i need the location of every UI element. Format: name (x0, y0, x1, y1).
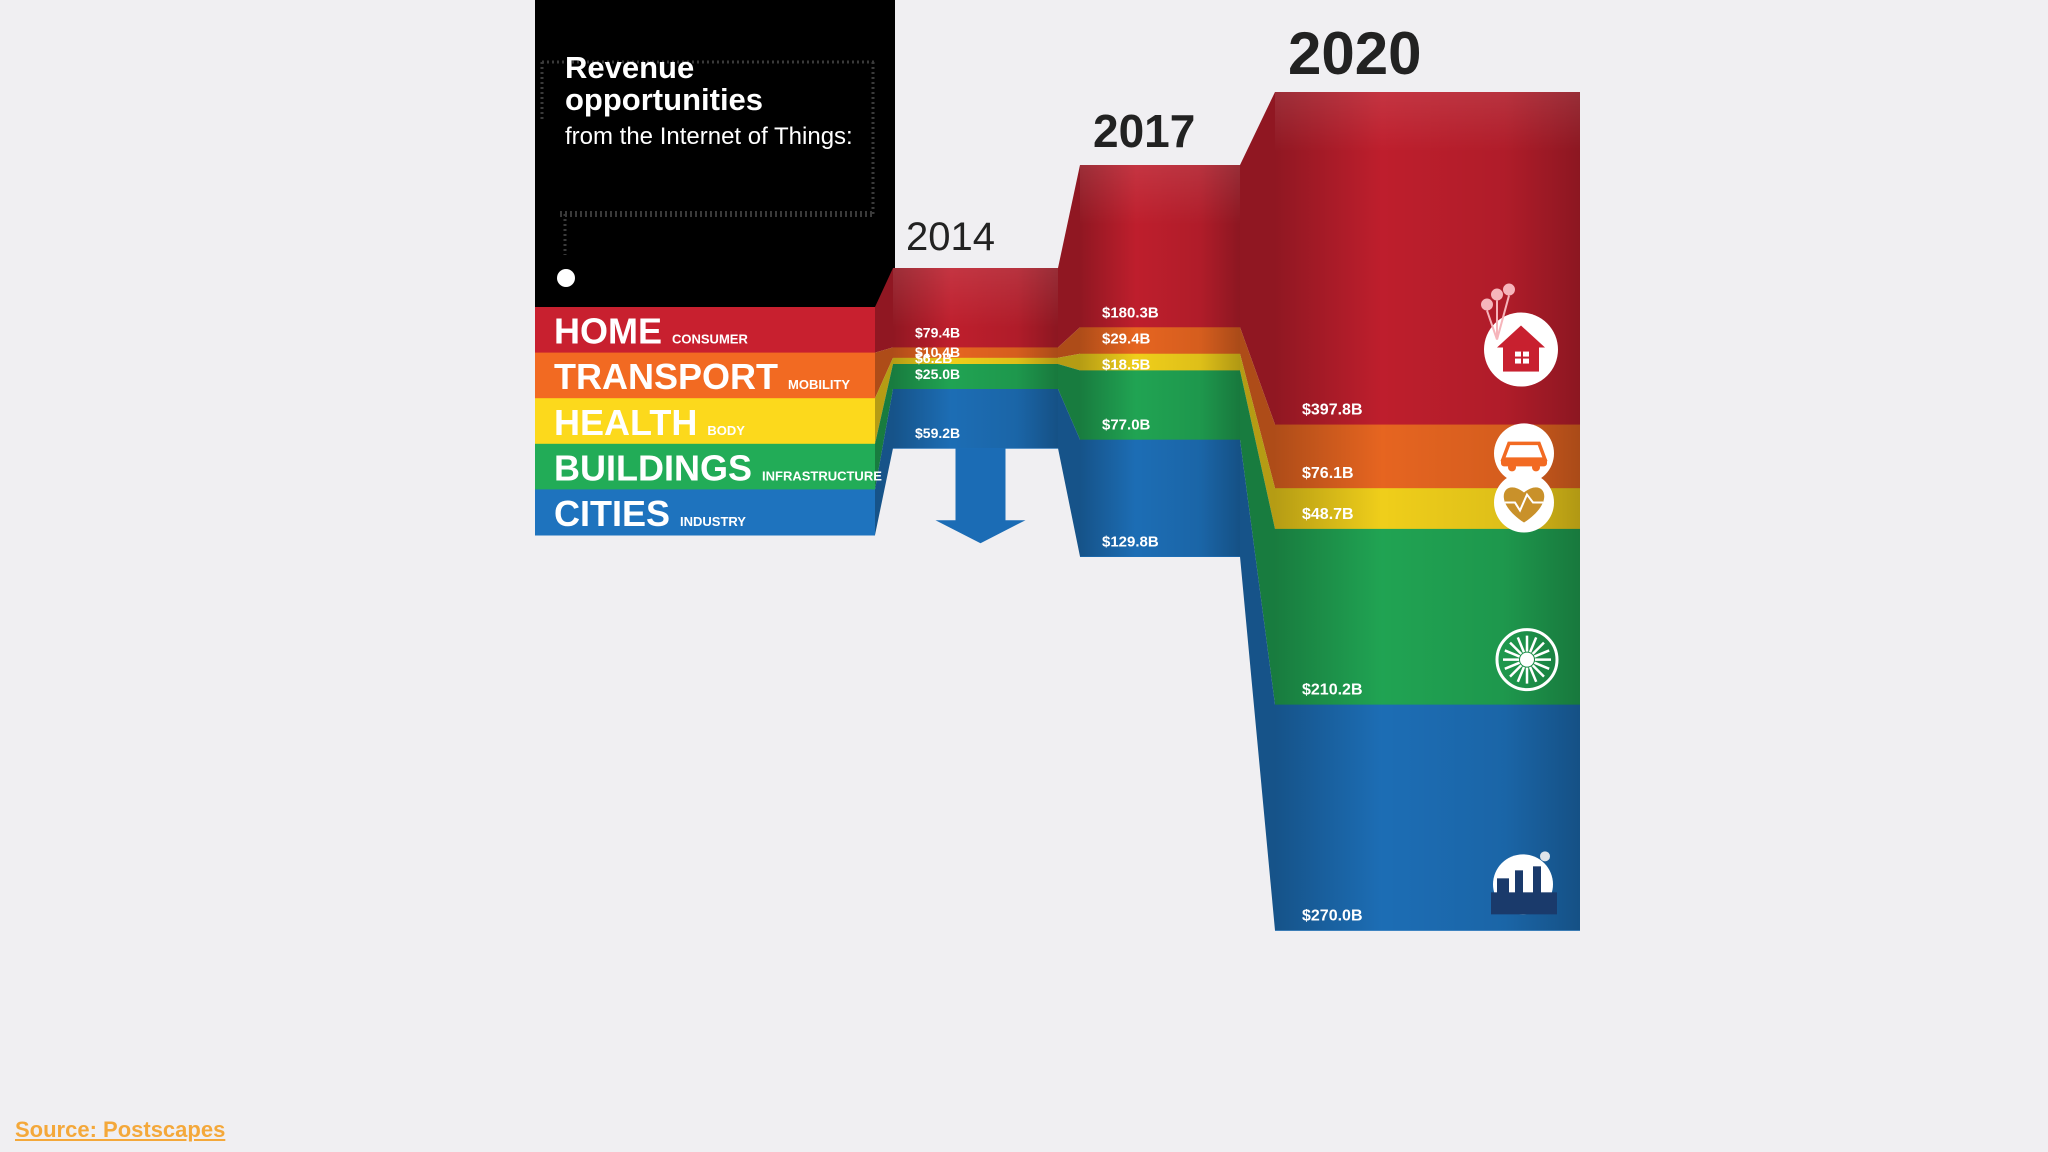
legend-bar-cities (535, 489, 875, 536)
value-label-2017-buildings: $77.0B (1102, 417, 1151, 434)
car-icon (1494, 423, 1554, 484)
title-panel-bg (535, 0, 895, 310)
value-label-2017-transport: $29.4B (1102, 331, 1151, 348)
connector-buildings (1240, 370, 1275, 705)
value-label-2014-home: $79.4B (915, 324, 960, 340)
connector-health (1240, 353, 1275, 529)
year-label-2014: 2014 (906, 215, 995, 259)
title-subtitle: from the Internet of Things: (565, 123, 853, 150)
legend-label-transport: TRANSPORT MOBILITY (554, 356, 850, 397)
title-line2: opportunities (565, 82, 763, 117)
legend-label-health: HEALTH BODY (554, 402, 745, 443)
value-label-2020-health: $48.7B (1302, 506, 1354, 523)
bar-shade-2017 (1080, 165, 1240, 557)
sunburst-icon (1495, 628, 1559, 692)
value-label-2017-cities: $129.8B (1102, 534, 1159, 551)
down-arrow-icon (935, 448, 1026, 544)
value-label-2014-cities: $59.2B (915, 425, 960, 441)
connector-transport (1058, 327, 1080, 358)
connector-buildings (875, 364, 893, 490)
legend-sublabel-home: CONSUMER (672, 332, 748, 347)
connector-home (1240, 92, 1275, 425)
value-label-2017-home: $180.3B (1102, 304, 1159, 321)
legend-bar-health (535, 398, 875, 445)
connector-health (1058, 353, 1080, 371)
house-icon (1481, 283, 1558, 387)
value-label-2020-cities: $270.0B (1302, 907, 1363, 924)
title-panel: Revenue opportunities from the Internet … (535, 0, 895, 310)
value-label-2020-buildings: $210.2B (1302, 682, 1363, 699)
value-label-2014-buildings: $25.0B (915, 366, 960, 382)
connector-home (1058, 165, 1080, 348)
connector-buildings (1058, 364, 1080, 440)
legend-sublabel-transport: MOBILITY (788, 377, 850, 392)
connector-cities (875, 389, 893, 535)
value-label-2017-health: $18.5B (1102, 356, 1151, 373)
legend-bar-buildings (535, 443, 875, 490)
legend-sublabel-cities: INDUSTRY (680, 514, 746, 529)
legend-sublabel-health: BODY (707, 423, 745, 438)
legend-label-cities: CITIES INDUSTRY (554, 493, 746, 534)
connector-cities (1058, 389, 1080, 557)
legend-bar-home (535, 307, 875, 354)
year-label-2020: 2020 (1288, 20, 1421, 87)
year-label-2017: 2017 (1093, 105, 1195, 157)
legend-label-buildings: BUILDINGS INFRASTRUCTURE (554, 447, 882, 488)
connector-cities (1240, 439, 1275, 931)
source-link[interactable]: Source: Postscapes (15, 1117, 226, 1142)
factory-icon (1491, 851, 1557, 915)
connector-health (875, 357, 893, 444)
legend-sublabel-buildings: INFRASTRUCTURE (762, 468, 882, 483)
legend-bar-transport (535, 352, 875, 399)
value-label-2020-home: $397.8B (1302, 402, 1363, 419)
value-label-2014-transport: $10.4B (915, 344, 960, 360)
connector-home (875, 268, 893, 353)
bar-glow-2017 (1080, 165, 1240, 225)
connector-transport (1240, 327, 1275, 489)
title-line1: Revenue (565, 50, 694, 85)
legend-label-home: HOME CONSUMER (554, 311, 748, 352)
bar-glow-2020 (1275, 92, 1580, 152)
connector-transport (875, 347, 893, 399)
panel-dot (557, 269, 575, 287)
bar-glow-2014 (893, 268, 1058, 328)
value-label-2014-health: $6.2B (915, 350, 952, 366)
heart-icon (1494, 472, 1554, 533)
value-label-2020-transport: $76.1B (1302, 465, 1354, 482)
